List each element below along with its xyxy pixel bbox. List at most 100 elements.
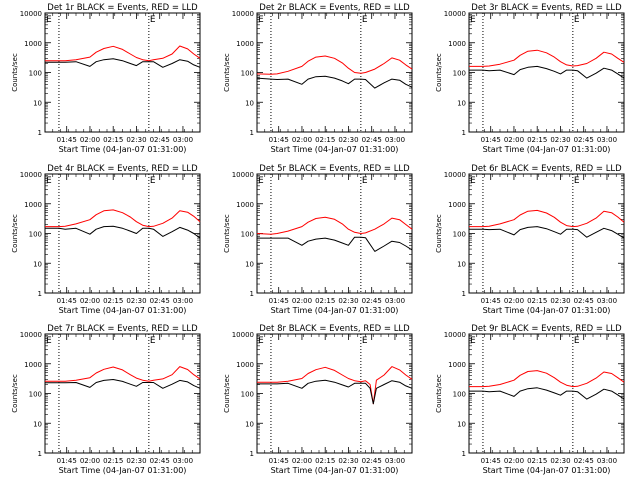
y-axis-label: Counts/sec [11, 374, 19, 413]
x-tick-label: 02:30 [338, 457, 358, 465]
plot-frame [256, 333, 413, 454]
x-tick-label: 02:00 [292, 297, 312, 305]
plot-frame [468, 333, 625, 454]
x-tick-label: 01:45 [269, 297, 289, 305]
panel-title: Det 9r BLACK = Events, RED = LLD [471, 324, 622, 334]
x-tick-label: 02:15 [103, 297, 123, 305]
y-tick-label: 1 [462, 290, 466, 298]
x-tick-label: 02:00 [292, 457, 312, 465]
x-tick-label: 01:45 [57, 457, 77, 465]
x-tick-label: 02:00 [80, 297, 100, 305]
y-tick-label: 10000 [444, 10, 466, 18]
y-axis-label: Counts/sec [223, 53, 231, 92]
events-series-line [469, 226, 625, 239]
panel-2: Det 2r BLACK = Events, RED = LLD 1 10 100 10… [223, 3, 413, 154]
x-tick-label: 02:15 [527, 457, 547, 465]
x-tick-label: 02:45 [362, 136, 382, 144]
x-tick-label: 02:45 [574, 297, 594, 305]
panel-3: Det 3r BLACK = Events, RED = LLD 1 10 100 10… [435, 3, 625, 154]
x-tick-label: 01:45 [57, 136, 77, 144]
y-tick-label: 10000 [232, 331, 254, 339]
y-tick-label: 100 [29, 70, 42, 78]
x-tick-label: 02:30 [338, 136, 358, 144]
x-tick-label: 03:00 [385, 136, 405, 144]
x-tick-label: 02:45 [150, 457, 170, 465]
y-tick-label: 100 [453, 70, 466, 78]
y-tick-label: 1000 [448, 40, 466, 48]
x-tick-label: 01:45 [57, 297, 77, 305]
corner-mark: E [46, 15, 52, 25]
x-tick-label: 02:00 [504, 297, 524, 305]
x-tick-label: 01:45 [481, 457, 501, 465]
corner-mark: E [362, 15, 368, 25]
panel-4: Det 4r BLACK = Events, RED = LLD 1 10 100 10… [11, 164, 201, 315]
panel-title: Det 5r BLACK = Events, RED = LLD [259, 164, 410, 174]
y-tick-label: 10000 [232, 171, 254, 179]
x-tick-label: 02:30 [126, 457, 146, 465]
events-series-line [257, 379, 413, 405]
events-series-line [257, 236, 413, 252]
y-tick-label: 1000 [448, 361, 466, 369]
events-series-line [256, 75, 413, 89]
corner-mark: E [362, 176, 368, 186]
x-axis-label: Start Time (04-Jan-07 01:31:00) [271, 145, 399, 154]
x-tick-label: 02:30 [126, 136, 146, 144]
y-tick-label: 100 [29, 231, 42, 239]
y-tick-label: 1000 [24, 40, 42, 48]
x-axis-label: Start Time (04-Jan-07 01:31:00) [271, 306, 399, 315]
x-tick-label: 01:45 [481, 136, 501, 144]
x-axis-label: Start Time (04-Jan-07 01:31:00) [483, 306, 611, 315]
x-axis-label: Start Time (04-Jan-07 01:31:00) [483, 466, 611, 475]
plot-frame [44, 12, 201, 133]
x-tick-label: 02:15 [315, 457, 335, 465]
panel-title: Det 1r BLACK = Events, RED = LLD [47, 3, 198, 13]
corner-mark: E [470, 336, 476, 346]
plot-frame [256, 12, 413, 133]
x-axis-label: Start Time (04-Jan-07 01:31:00) [483, 145, 611, 154]
y-tick-label: 1 [38, 450, 42, 458]
y-tick-label: 10 [33, 420, 42, 428]
y-tick-label: 1 [250, 450, 254, 458]
panel-title: Det 3r BLACK = Events, RED = LLD [471, 3, 622, 13]
y-tick-label: 10 [245, 420, 254, 428]
y-tick-label: 10000 [20, 331, 42, 339]
plot-frame [44, 173, 201, 294]
y-tick-label: 1 [250, 290, 254, 298]
corner-mark: E [362, 336, 368, 346]
plot-frame [44, 333, 201, 454]
corner-mark: E [470, 15, 476, 25]
panel-9: Det 9r BLACK = Events, RED = LLD 1 10 100 10… [435, 324, 625, 475]
x-tick-label: 02:45 [150, 297, 170, 305]
y-tick-label: 10000 [232, 10, 254, 18]
x-tick-label: 02:00 [80, 457, 100, 465]
y-axis-label: Counts/sec [11, 53, 19, 92]
x-tick-label: 02:30 [550, 136, 570, 144]
x-tick-label: 02:15 [527, 136, 547, 144]
y-tick-label: 1 [38, 290, 42, 298]
y-axis-label: Counts/sec [435, 214, 443, 253]
x-tick-label: 02:15 [315, 297, 335, 305]
panel-title: Det 2r BLACK = Events, RED = LLD [259, 3, 410, 13]
x-tick-label: 02:45 [574, 457, 594, 465]
lld-series-line [256, 55, 413, 75]
x-tick-label: 03:00 [385, 297, 405, 305]
x-tick-label: 02:30 [338, 297, 358, 305]
lld-series-line [469, 49, 625, 67]
y-tick-label: 1000 [24, 361, 42, 369]
lld-series-line [45, 366, 201, 382]
y-axis-label: Counts/sec [435, 374, 443, 413]
x-tick-label: 02:00 [292, 136, 312, 144]
y-tick-label: 1 [462, 450, 466, 458]
panel-title: Det 7r BLACK = Events, RED = LLD [47, 324, 198, 334]
lld-series-line [256, 216, 413, 235]
x-tick-label: 03:00 [173, 297, 193, 305]
y-tick-label: 1 [250, 129, 254, 137]
x-axis-label: Start Time (04-Jan-07 01:31:00) [59, 306, 187, 315]
panel-6: Det 6r BLACK = Events, RED = LLD 1 10 100 10… [435, 164, 625, 315]
y-tick-label: 100 [241, 231, 254, 239]
plot-frame [468, 12, 625, 133]
panel-1: Det 1r BLACK = Events, RED = LLD 1 10 100 10… [11, 3, 201, 154]
events-series-line [45, 58, 201, 68]
y-tick-label: 10 [457, 420, 466, 428]
